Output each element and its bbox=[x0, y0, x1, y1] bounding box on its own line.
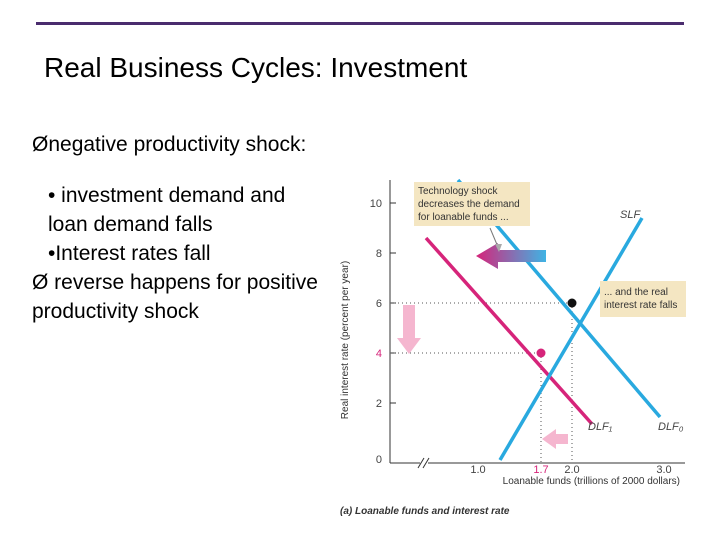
dlf1-label: DLF₁ bbox=[588, 421, 613, 433]
bullet-negative-shock: Ønegative productivity shock: bbox=[32, 133, 307, 156]
demand-shift-arrow bbox=[476, 243, 546, 269]
callout-shock-line-3: for loanable funds ... bbox=[418, 212, 509, 223]
x-tick-label-2-0: 2.0 bbox=[564, 464, 579, 476]
y-tick-label-8: 8 bbox=[376, 248, 382, 260]
y-tick-label-6: 6 bbox=[376, 298, 382, 310]
axis-break-mark-2 bbox=[422, 457, 430, 469]
rate-fall-arrow bbox=[397, 305, 421, 354]
axis-break-mark-1 bbox=[417, 457, 425, 469]
x-tick-label-1-7: 1.7 bbox=[533, 464, 548, 476]
equilibrium-point-new bbox=[536, 348, 546, 358]
slide-title: Real Business Cycles: Investment bbox=[44, 52, 468, 83]
x-tick-label-3-0: 3.0 bbox=[656, 464, 671, 476]
callout-rate-box bbox=[600, 281, 686, 317]
x-tick-label-1-0: 1.0 bbox=[470, 464, 485, 476]
title-rule bbox=[36, 22, 684, 25]
y-tick-label-4: 4 bbox=[376, 348, 382, 360]
callout-shock-line-2: decreases the demand bbox=[418, 199, 520, 210]
callout-rate-line-1: ... and the real bbox=[604, 287, 668, 298]
bullet-positive-shock: Ø reverse happens for positive productiv… bbox=[32, 271, 318, 323]
funds-fall-arrow bbox=[542, 429, 568, 449]
y-tick-label-10: 10 bbox=[370, 198, 382, 210]
callout-shock-line-1: Technology shock bbox=[418, 186, 498, 197]
x-axis-title: Loanable funds (trillions of 2000 dollar… bbox=[503, 476, 680, 487]
callout-shock-box bbox=[414, 182, 530, 226]
dlf0-label: DLF₀ bbox=[658, 421, 684, 433]
diagram-caption: (a) Loanable funds and interest rate bbox=[340, 506, 510, 517]
slf-label: SLF bbox=[620, 209, 641, 221]
slf-curve bbox=[498, 217, 644, 461]
dlf1-curve bbox=[424, 236, 594, 426]
y-axis-title: Real interest rate (percent per year) bbox=[340, 261, 351, 419]
bullet-list: Ønegative productivity shock: • investme… bbox=[32, 130, 322, 326]
callout-pointer-head bbox=[495, 244, 502, 252]
y-tick-label-0: 0 bbox=[376, 454, 382, 466]
bullet-investment-falls: • investment demand and loan demand fall… bbox=[48, 184, 286, 236]
y-tick-label-2: 2 bbox=[376, 398, 382, 410]
callout-pointer-shock bbox=[489, 227, 499, 248]
loanable-funds-diagram: 0 2 4 6 8 10 1.0 1.7 2.0 3.0 Real intere… bbox=[340, 178, 686, 517]
callout-rate-line-2: interest rate falls bbox=[604, 300, 677, 311]
bullet-rates-fall: •Interest rates fall bbox=[48, 242, 211, 265]
equilibrium-point-original bbox=[567, 298, 577, 308]
